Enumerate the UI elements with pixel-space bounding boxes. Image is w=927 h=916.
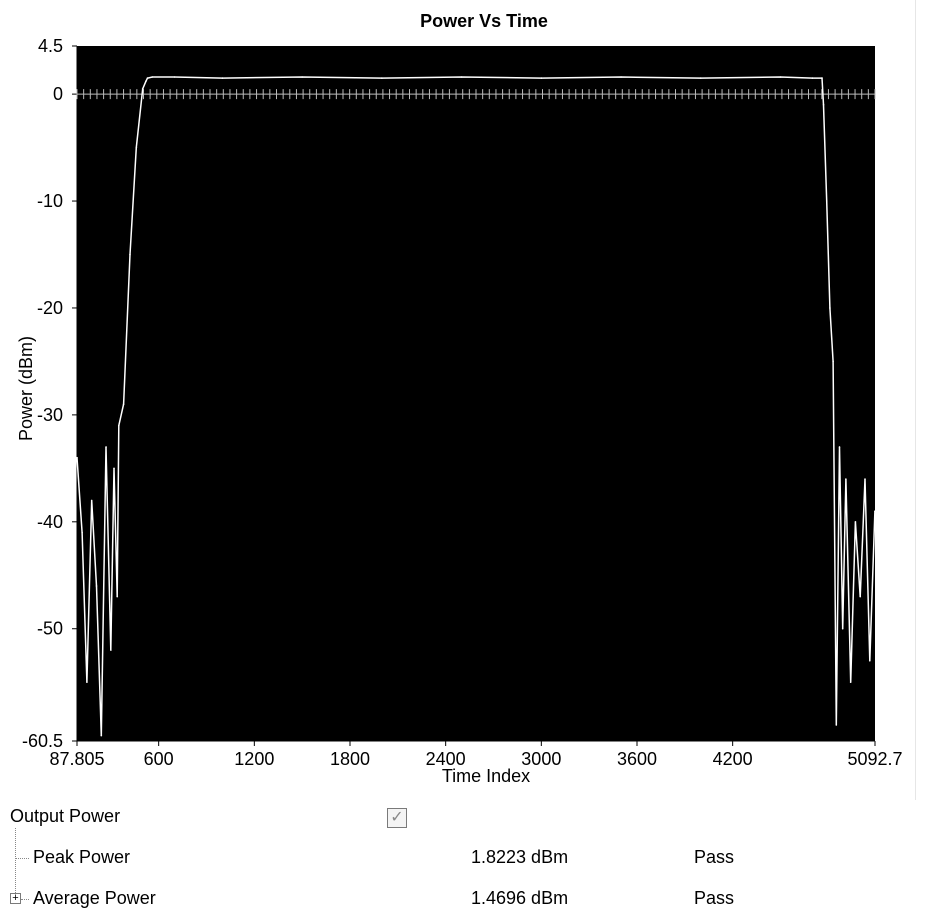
expand-icon[interactable]: + <box>10 893 21 904</box>
panel-divider <box>915 0 916 800</box>
data-point <box>699 77 702 79</box>
data-point <box>825 200 828 202</box>
average-power-row[interactable]: + Average Power 1.4696 dBm Pass <box>0 882 927 916</box>
data-point <box>821 77 823 79</box>
data-point <box>151 76 154 78</box>
x-tick-label: 4200 <box>713 749 753 769</box>
data-point <box>173 76 176 78</box>
data-point <box>90 499 93 502</box>
x-tick-label: 3600 <box>617 749 657 769</box>
data-point <box>86 681 88 683</box>
peak-power-row[interactable]: Peak Power 1.8223 dBm Pass <box>0 841 927 875</box>
data-point <box>381 77 383 79</box>
tree-connector <box>15 828 16 899</box>
data-point <box>849 681 852 683</box>
average-power-status: Pass <box>694 888 735 908</box>
results-tree: Output Power ✓ Peak Power 1.8223 dBm Pas… <box>0 800 927 911</box>
output-power-label: Output Power <box>10 806 121 826</box>
y-tick-label: 0 <box>53 84 63 104</box>
data-point <box>129 253 131 256</box>
data-point <box>145 80 147 83</box>
data-point <box>811 77 814 79</box>
output-power-row[interactable]: Output Power ✓ <box>0 800 927 834</box>
y-tick-label: -20 <box>37 298 63 318</box>
data-point <box>841 627 844 630</box>
y-tick-label: -10 <box>37 191 63 211</box>
data-point <box>110 649 112 651</box>
x-tick-label: 2400 <box>426 749 466 769</box>
data-point <box>874 510 876 512</box>
data-point <box>829 307 831 309</box>
output-power-checkbox[interactable]: ✓ <box>387 808 407 828</box>
x-tick-label: 87.805 <box>49 749 104 769</box>
data-point <box>301 76 303 78</box>
data-point <box>122 403 125 405</box>
data-point <box>854 521 857 523</box>
data-point <box>868 660 871 662</box>
data-point <box>779 76 782 78</box>
x-tick-label: 600 <box>144 749 174 769</box>
data-point <box>460 76 463 78</box>
power-vs-time-chart: Power Vs Time 4.5 0 -10 -20 -30 -40 -50 -60.587.… <box>16 11 903 786</box>
data-point <box>221 77 224 79</box>
data-point <box>100 734 103 737</box>
data-point <box>105 446 107 448</box>
data-point <box>118 424 120 427</box>
x-tick-label: 1800 <box>330 749 370 769</box>
data-point <box>835 724 838 726</box>
data-point <box>116 595 119 598</box>
checkmark-icon: ✓ <box>390 809 404 826</box>
tree-branch <box>21 899 29 900</box>
data-point <box>81 531 83 534</box>
data-point <box>146 77 149 79</box>
data-point <box>141 87 144 90</box>
data-point <box>135 146 138 149</box>
y-tick-label: -40 <box>37 512 63 532</box>
data-point <box>864 478 866 480</box>
data-point <box>845 478 847 480</box>
tree-branch <box>15 858 29 859</box>
data-point <box>76 456 78 459</box>
peak-power-status: Pass <box>694 847 735 867</box>
data-point <box>832 360 834 363</box>
y-axis-label: Power (dBm) <box>16 336 36 441</box>
data-point <box>95 585 98 587</box>
y-tick-label: -60.5 <box>22 731 63 751</box>
chart-title: Power Vs Time <box>420 11 548 31</box>
plot-area <box>77 46 875 741</box>
y-tick-label: -30 <box>37 405 63 425</box>
y-tick-label: -50 <box>37 619 63 639</box>
peak-power-value: 1.8223 dBm <box>471 847 569 867</box>
peak-power-label: Peak Power <box>33 847 131 867</box>
data-point <box>620 76 622 78</box>
data-point <box>838 446 841 448</box>
average-power-value: 1.4696 dBm <box>471 888 569 908</box>
data-point <box>113 467 115 470</box>
x-tick-label: 1200 <box>234 749 274 769</box>
average-power-label: Average Power <box>33 888 156 908</box>
x-axis-label: Time Index <box>442 766 530 786</box>
data-point <box>822 104 825 106</box>
data-point <box>540 77 543 79</box>
x-tick-label: 3000 <box>521 749 561 769</box>
data-point <box>859 595 862 598</box>
x-tick-label: 5092.7 <box>847 749 902 769</box>
y-tick-label: 4.5 <box>38 36 63 56</box>
